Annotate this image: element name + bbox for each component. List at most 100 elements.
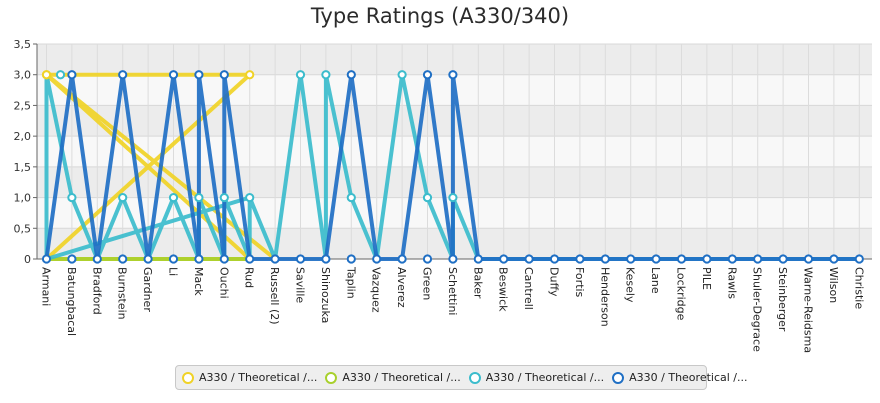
legend-item[interactable]: A330 / Theoretical /... <box>468 371 605 384</box>
x-category-label: Baker <box>471 267 484 299</box>
legend-marker-icon <box>468 371 481 384</box>
data-point <box>219 254 229 264</box>
x-category-label: PILE <box>700 267 713 290</box>
data-point <box>41 254 52 264</box>
data-point <box>727 254 737 264</box>
data-point <box>575 254 585 264</box>
data-point <box>549 254 560 264</box>
data-point <box>270 254 280 264</box>
data-point <box>143 254 153 264</box>
y-tick-label: 1,0 <box>14 192 32 205</box>
x-category-label: Burnstein <box>116 267 129 320</box>
data-point <box>194 70 204 80</box>
data-point <box>321 70 331 80</box>
y-tick-label: 2,0 <box>14 130 32 143</box>
legend-label: A330 / Theoretical /... <box>199 371 318 384</box>
data-point <box>854 254 864 264</box>
x-category-label: Wilson <box>827 267 840 303</box>
x-category-label: Duffy <box>548 267 561 297</box>
x-category-label: Schettini <box>446 267 459 315</box>
data-point <box>626 254 636 264</box>
data-point <box>600 254 610 264</box>
x-category-label: Cantrell <box>522 267 535 310</box>
x-category-label: Mack <box>192 267 205 296</box>
data-point <box>245 192 255 203</box>
x-category-label: Beswick <box>497 267 510 312</box>
grid-band <box>37 44 872 75</box>
data-point <box>448 70 458 80</box>
data-point <box>118 70 128 80</box>
x-category-label: Rawls <box>725 267 738 299</box>
data-point <box>245 70 255 80</box>
legend: A330 / Theoretical /... A330 / Theoretica… <box>175 365 748 390</box>
x-category-label: Gardner <box>141 267 154 312</box>
data-point <box>219 70 229 80</box>
x-category-label: Alverez <box>395 267 408 308</box>
data-point <box>67 70 77 80</box>
data-point <box>168 254 179 264</box>
data-point <box>372 254 382 264</box>
data-point <box>524 254 534 264</box>
x-category-label: Steinberger <box>776 267 789 332</box>
x-category-label: Saville <box>294 267 307 303</box>
data-point <box>55 70 66 80</box>
data-point <box>245 254 255 264</box>
data-point <box>41 70 52 80</box>
data-point <box>194 192 204 203</box>
x-category-label: Lane <box>649 267 662 294</box>
x-category-label: Henderson <box>598 267 611 327</box>
data-point <box>118 192 128 203</box>
data-point <box>803 254 814 264</box>
data-point <box>295 254 306 264</box>
data-point <box>422 70 433 80</box>
x-category-label: Green <box>421 267 434 300</box>
series-line <box>44 72 862 261</box>
legend-item[interactable]: A330 / Theoretical /... <box>182 371 317 384</box>
y-tick-label: 3,5 <box>14 38 32 51</box>
data-point <box>397 254 407 264</box>
data-point <box>448 254 458 264</box>
x-category-label: Lockridge <box>675 267 688 321</box>
x-category-label: Vazquez <box>370 267 383 313</box>
data-point <box>422 254 433 264</box>
data-point <box>473 254 483 264</box>
x-category-label: Fortis <box>573 267 586 298</box>
x-category-label: Rud <box>243 267 256 288</box>
legend-label: A330 / Theoretical /... <box>342 371 461 384</box>
x-category-label: Shuler-Degrace <box>751 267 764 352</box>
x-category-label: Taplin <box>344 266 357 299</box>
data-point <box>295 70 306 80</box>
data-point <box>829 254 839 264</box>
legend-marker-icon <box>182 371 194 384</box>
legend-label: A330 / Theoretical /... <box>485 371 605 384</box>
y-tick-label: 3,0 <box>14 69 32 82</box>
data-point <box>346 192 356 203</box>
data-point <box>346 70 356 80</box>
x-category-labels: Armani Batungbacal Bradford Burnstein Gardne… <box>40 259 865 353</box>
data-point <box>118 254 128 264</box>
series-markers <box>41 70 864 264</box>
x-category-label: Li <box>167 267 180 276</box>
chart-title: Type Ratings (A330/340) <box>310 4 570 28</box>
legend-item[interactable]: A330 / Theoretical /... <box>325 371 461 384</box>
data-point <box>702 254 712 264</box>
x-category-label: Christie <box>852 267 865 309</box>
legend-marker-icon <box>325 371 338 384</box>
data-point <box>67 192 77 203</box>
x-category-label: Shinozuka <box>319 267 332 323</box>
data-point <box>321 254 331 264</box>
x-category-label: Kesely <box>624 267 637 303</box>
x-category-label: Warne-Reidsma <box>802 267 815 353</box>
data-point <box>651 254 661 264</box>
x-category-label: Batungbacal <box>65 267 78 336</box>
legend-item[interactable]: A330 / Theoretical /... <box>612 371 748 384</box>
x-category-label: Ouchi <box>217 267 230 299</box>
data-point <box>422 192 433 203</box>
y-tick-labels: 0 0,5 1,0 1,5 2,0 2,5 3,0 3,5 <box>14 38 37 266</box>
y-tick-label: 1,5 <box>14 161 32 174</box>
data-point <box>397 70 407 80</box>
y-tick-label: 0 <box>24 253 31 266</box>
data-point <box>778 254 788 264</box>
data-point <box>92 254 102 264</box>
